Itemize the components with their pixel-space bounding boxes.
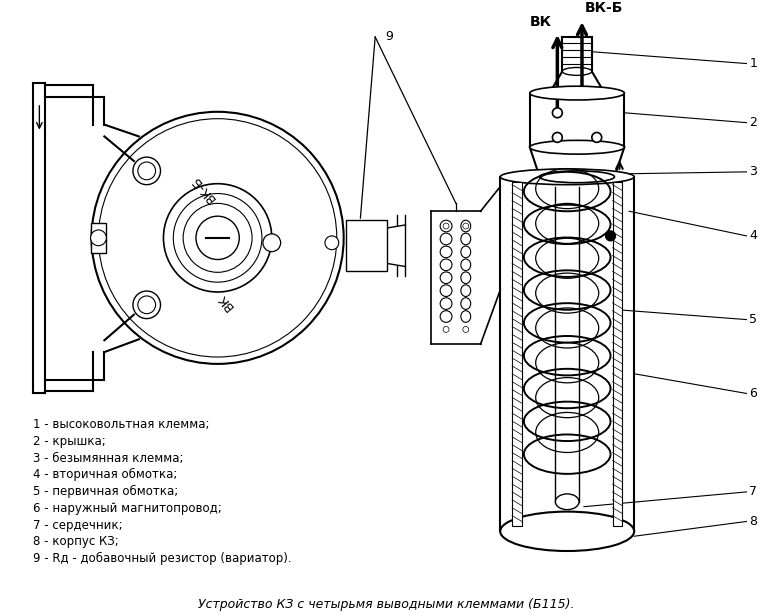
Text: ВК: ВК bbox=[530, 15, 552, 29]
Circle shape bbox=[133, 291, 161, 318]
Text: 1: 1 bbox=[749, 57, 758, 70]
Bar bbox=[346, 220, 387, 271]
Text: 9 - Rд - добавочный резистор (вариатор).: 9 - Rд - добавочный резистор (вариатор). bbox=[33, 552, 292, 565]
Text: 1 - высоковольтная клемма;: 1 - высоковольтная клемма; bbox=[33, 418, 210, 431]
Ellipse shape bbox=[550, 87, 604, 99]
Circle shape bbox=[605, 231, 615, 241]
Circle shape bbox=[443, 326, 449, 333]
Text: 6 - наружный магнитопровод;: 6 - наружный магнитопровод; bbox=[33, 502, 222, 515]
Circle shape bbox=[90, 230, 107, 246]
Circle shape bbox=[183, 203, 252, 272]
Text: ВК-Б: ВК-Б bbox=[585, 1, 623, 15]
Text: 8 - корпус КЗ;: 8 - корпус КЗ; bbox=[33, 535, 119, 548]
Circle shape bbox=[463, 326, 468, 333]
Circle shape bbox=[138, 296, 155, 314]
Circle shape bbox=[163, 184, 272, 292]
Circle shape bbox=[592, 132, 601, 142]
Ellipse shape bbox=[540, 171, 615, 183]
Circle shape bbox=[263, 234, 281, 251]
Text: 3 - безымянная клемма;: 3 - безымянная клемма; bbox=[33, 452, 184, 464]
Circle shape bbox=[173, 193, 262, 282]
Ellipse shape bbox=[530, 86, 625, 100]
Text: 4: 4 bbox=[749, 229, 758, 242]
Text: 5 - первичная обмотка;: 5 - первичная обмотка; bbox=[33, 485, 179, 498]
Circle shape bbox=[133, 157, 161, 185]
Text: 8: 8 bbox=[749, 515, 758, 528]
Text: 4 - вторичная обмотка;: 4 - вторичная обмотка; bbox=[33, 468, 178, 481]
Circle shape bbox=[138, 162, 155, 180]
Ellipse shape bbox=[530, 140, 625, 154]
Circle shape bbox=[443, 223, 449, 229]
Circle shape bbox=[463, 223, 468, 229]
Ellipse shape bbox=[500, 169, 634, 185]
Text: 2 - крышка;: 2 - крышка; bbox=[33, 435, 106, 448]
Bar bbox=[90, 223, 107, 253]
Text: 9: 9 bbox=[385, 30, 393, 44]
Circle shape bbox=[91, 111, 344, 364]
Text: ВК: ВК bbox=[215, 291, 236, 313]
Bar bbox=[612, 182, 622, 527]
Ellipse shape bbox=[555, 494, 579, 509]
Circle shape bbox=[553, 132, 562, 142]
Ellipse shape bbox=[500, 512, 634, 551]
Text: 7 - сердечник;: 7 - сердечник; bbox=[33, 519, 123, 532]
Circle shape bbox=[196, 216, 240, 259]
Bar bbox=[512, 182, 522, 527]
Text: 7: 7 bbox=[749, 485, 758, 498]
Ellipse shape bbox=[562, 68, 592, 75]
Text: 5: 5 bbox=[749, 313, 758, 326]
Text: Устройство КЗ с четырьмя выводными клеммами (Б115).: Устройство КЗ с четырьмя выводными клемм… bbox=[198, 598, 574, 611]
Circle shape bbox=[553, 108, 562, 118]
Circle shape bbox=[325, 236, 339, 249]
Text: ВК-Б: ВК-Б bbox=[188, 172, 218, 205]
Text: 3: 3 bbox=[749, 165, 758, 179]
Text: 2: 2 bbox=[749, 116, 758, 129]
Text: 6: 6 bbox=[749, 387, 758, 400]
